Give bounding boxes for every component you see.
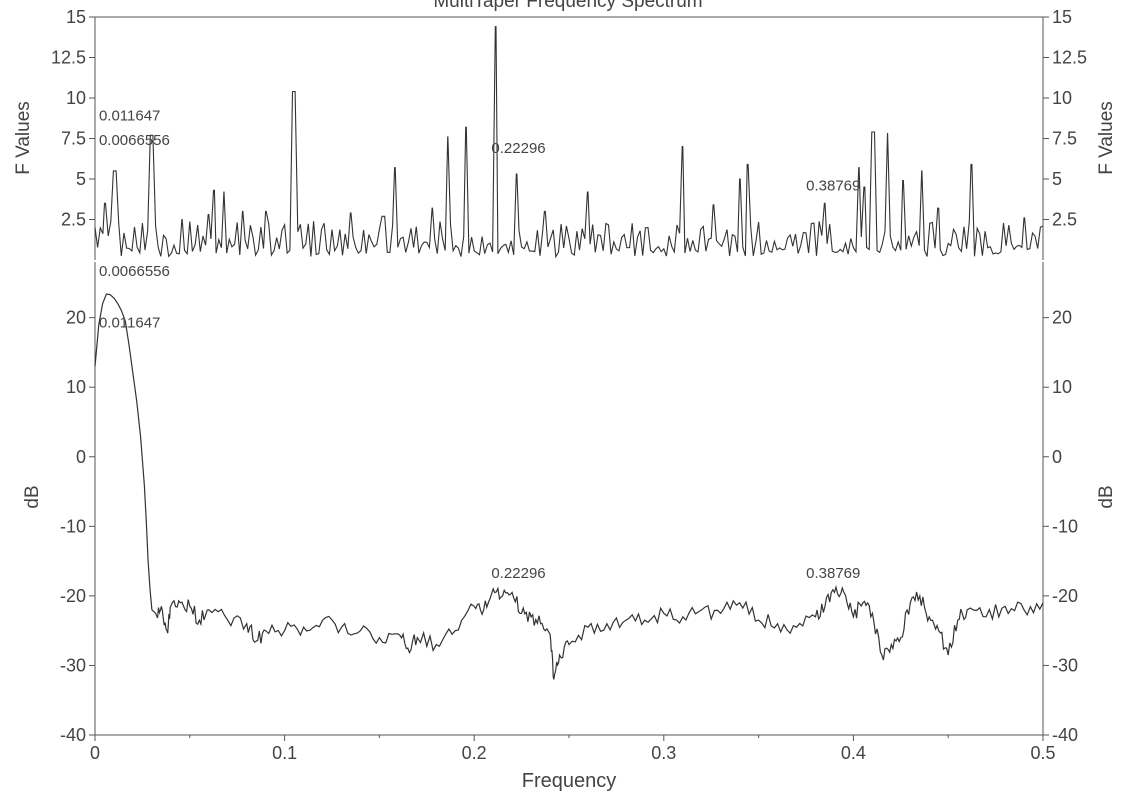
chart-title: MultiTaper Frequency Spectrum	[433, 0, 702, 12]
x-tick-label: 0.3	[651, 743, 676, 763]
f-left-tick-label: 7.5	[61, 129, 86, 149]
db-right-tick-label: -10	[1052, 516, 1078, 536]
f-right-tick-label: 5	[1052, 169, 1062, 189]
x-tick-label: 0.4	[841, 743, 866, 763]
db-left-tick-label: -40	[60, 725, 86, 745]
f-peak-annotation: 0.011647	[99, 108, 160, 125]
db-left-tick-label: -20	[60, 586, 86, 606]
db-right-axis-label: dB	[1096, 485, 1117, 508]
db-left-tick-label: -30	[60, 655, 86, 675]
x-axis-label: Frequency	[522, 770, 617, 792]
f-left-tick-label: 10	[66, 88, 86, 108]
f-right-tick-label: 15	[1052, 7, 1072, 27]
f-left-tick-label: 2.5	[61, 210, 86, 230]
db-peak-annotation: 0.38769	[806, 565, 860, 582]
db-peak-annotation: 0.011647	[99, 314, 160, 331]
db-series-line	[94, 293, 1044, 680]
f-panel-annotations: 0.011647 0.0066556 0.22296 0.38769	[99, 108, 860, 195]
x-tick-label: 0	[90, 743, 100, 763]
f-values-right-axis-label: F Values	[1096, 101, 1117, 175]
db-right-tick-label: 20	[1052, 308, 1072, 328]
db-right-tick-label: 0	[1052, 447, 1062, 467]
f-peak-annotation: 0.0066556	[99, 132, 170, 149]
f-left-tick-label: 15	[66, 7, 86, 27]
db-left-tick-label: 10	[66, 377, 86, 397]
db-panel-annotations: 0.0066556 0.011647 0.22296 0.38769	[99, 263, 860, 582]
f-left-tick-label: 5	[76, 169, 86, 189]
db-right-tick-label: -40	[1052, 725, 1078, 745]
f-right-tick-label: 12.5	[1052, 48, 1087, 68]
f-right-tick-label: 7.5	[1052, 129, 1077, 149]
db-right-tick-label: -20	[1052, 586, 1078, 606]
db-panel: -40 -40 -30 -30 -20 -20 -10 -10 0 0 10 10 20 20 0 0.1 0.…	[22, 262, 1117, 792]
f-peak-annotation: 0.22296	[491, 140, 545, 157]
db-panel-ticks: -40 -40 -30 -30 -20 -20 -10 -10 0 0 10 10 20 20 0 0.1 0.…	[60, 308, 1078, 763]
db-peak-annotation: 0.0066556	[99, 263, 170, 280]
db-right-tick-label: 10	[1052, 377, 1072, 397]
db-left-tick-label: 20	[66, 308, 86, 328]
x-tick-label: 0.5	[1030, 743, 1055, 763]
db-left-tick-label: 0	[76, 447, 86, 467]
db-right-tick-label: -30	[1052, 655, 1078, 675]
f-values-series-line	[94, 26, 1044, 259]
f-peak-annotation: 0.38769	[806, 177, 860, 194]
f-right-tick-label: 2.5	[1052, 210, 1077, 230]
x-tick-label: 0.1	[272, 743, 297, 763]
f-right-tick-label: 10	[1052, 88, 1072, 108]
f-values-left-axis-label: F Values	[13, 101, 34, 175]
db-peak-annotation: 0.22296	[491, 565, 545, 582]
db-left-axis-label: dB	[22, 485, 43, 508]
db-left-tick-label: -10	[60, 516, 86, 536]
f-left-tick-label: 12.5	[51, 48, 86, 68]
f-panel-ticks: 2.5 2.5 5 5 7.5 7.5 10 10 12.5 12.5 15 15	[51, 7, 1087, 230]
x-tick-label: 0.2	[462, 743, 487, 763]
